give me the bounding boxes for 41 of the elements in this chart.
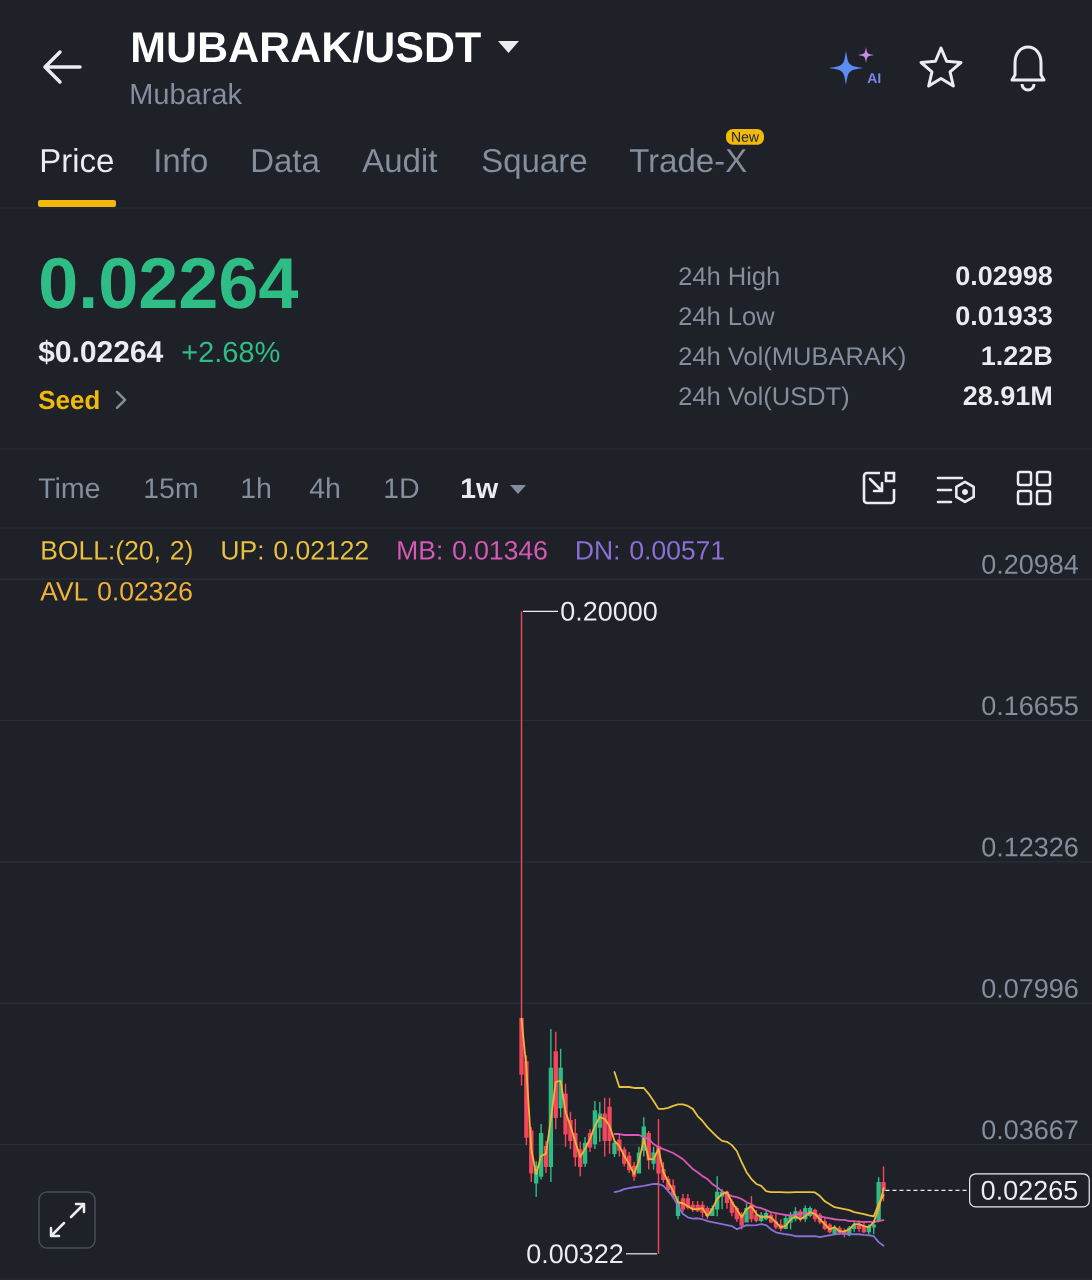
y-tick-label: 0.07996 bbox=[982, 978, 1078, 999]
text: Time bbox=[38, 477, 100, 499]
text: 0.02264 bbox=[41, 257, 299, 309]
text: Audit bbox=[362, 148, 438, 173]
text: Trade-X bbox=[629, 148, 747, 173]
text: 0.01933 bbox=[956, 306, 1052, 326]
y-tick-label: 0.16655 bbox=[982, 696, 1078, 716]
text: DN: 0.00571 bbox=[577, 540, 724, 560]
annotation: 0.20000 bbox=[561, 601, 657, 621]
text: 1D bbox=[385, 478, 419, 498]
text: New bbox=[732, 132, 760, 142]
text: Info bbox=[156, 148, 207, 173]
text: Data bbox=[252, 149, 320, 173]
annotation: 0.00322 bbox=[527, 1244, 623, 1264]
text: 15m bbox=[145, 478, 197, 499]
text: $0.02264 bbox=[38, 339, 164, 365]
ref-line-label: 0.02265 bbox=[981, 1180, 1078, 1200]
text: 4h bbox=[309, 477, 340, 498]
text: 1h bbox=[242, 477, 271, 498]
text: AI bbox=[867, 73, 881, 83]
text: 28.91M bbox=[963, 386, 1051, 406]
text: Price bbox=[41, 148, 113, 173]
text: MB: 0.01346 bbox=[398, 540, 547, 560]
text: +2.68% bbox=[182, 341, 280, 363]
text: Mubarak bbox=[131, 82, 243, 105]
text: 0.02998 bbox=[956, 266, 1052, 286]
text: Seed bbox=[38, 390, 99, 410]
text: Square bbox=[482, 148, 587, 179]
text: 24h Vol(USDT) bbox=[679, 386, 849, 411]
text: 24h Vol(MUBARAK) bbox=[679, 346, 905, 371]
text: 1.22B bbox=[982, 346, 1052, 365]
chart-title: MUBARAK/USDT bbox=[133, 30, 481, 63]
text: AVL 0.02326 bbox=[40, 581, 192, 601]
text: UP: 0.02122 bbox=[222, 540, 368, 560]
y-tick-label: 0.12326 bbox=[982, 837, 1078, 857]
text: 24h Low bbox=[679, 306, 775, 326]
legend-title: BOLL:(20, 2) bbox=[42, 540, 192, 565]
text: 24h High bbox=[679, 266, 779, 291]
text: 1w bbox=[462, 478, 499, 498]
y-tick-label: 0.03667 bbox=[982, 1120, 1078, 1140]
y-tick-label: 0.20984 bbox=[982, 554, 1079, 574]
